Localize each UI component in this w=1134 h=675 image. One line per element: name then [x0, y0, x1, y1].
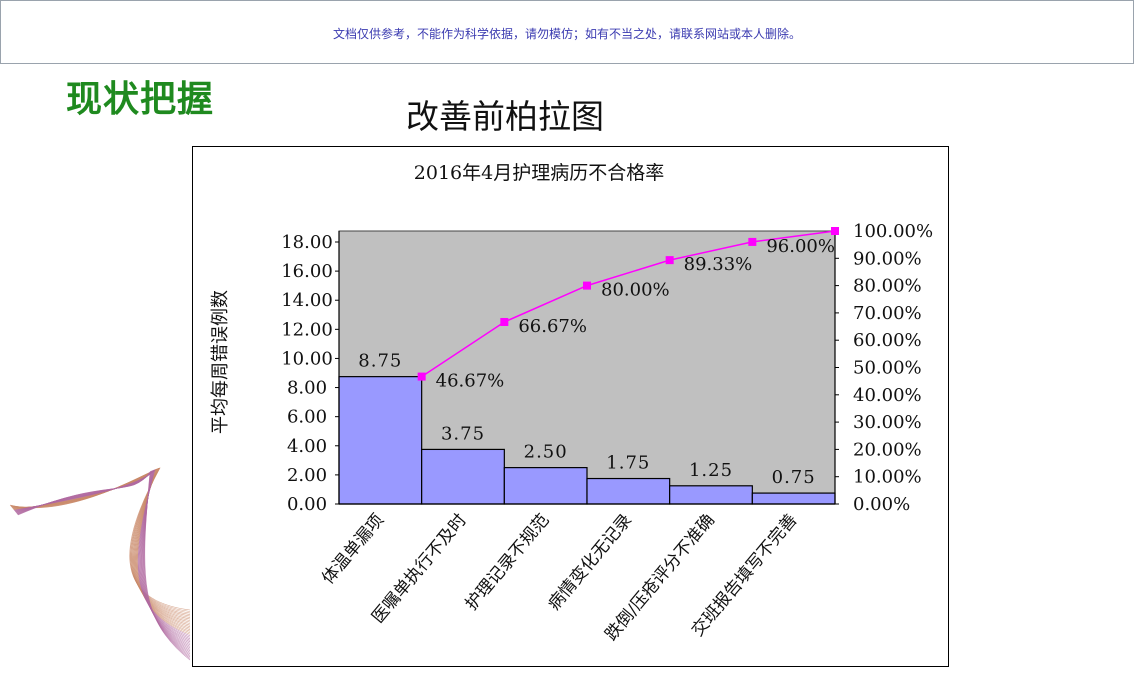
bar-value-label: 2.50 — [524, 442, 568, 463]
cumulative-point — [583, 281, 591, 290]
bar — [669, 485, 753, 505]
bar — [503, 467, 588, 505]
bar — [586, 477, 671, 505]
cumulative-label: 80.00% — [601, 280, 670, 301]
y2-tick-label: 70.00% — [853, 303, 922, 324]
cumulative-label: 66.67% — [518, 316, 587, 337]
bar-value-label: 1.25 — [689, 460, 733, 481]
bar-value-label: 0.75 — [772, 467, 816, 488]
y-tick-label: 16.00 — [281, 261, 333, 282]
cumulative-point — [500, 317, 509, 326]
disclaimer-text: 文档仅供参考，不能作为科学依据，请勿模仿；如有不当之处，请联系网站或本人删除。 — [332, 27, 801, 41]
y2-tick-label: 100.00% — [853, 221, 933, 242]
y-tick-label: 0.00 — [287, 494, 327, 515]
chart-svg: 2016年4月护理病历不合格率 平均每周错误例数 0.00 2.00 4.00 6.0… — [210, 162, 933, 645]
y-tick-label: 4.00 — [287, 436, 327, 457]
y-tick-label: 10.00 — [281, 348, 333, 369]
y-tick-label: 14.00 — [281, 290, 333, 311]
category-label: 体温单漏项 — [318, 510, 388, 588]
flourish-stroke — [10, 467, 191, 614]
bar — [751, 492, 836, 505]
cumulative-line — [421, 230, 836, 378]
pareto-chart: 2016年4月护理病历不合格率 平均每周错误例数 0.00 2.00 4.00 6.0… — [192, 146, 949, 667]
category-label: 护理记录不规范 — [462, 510, 554, 614]
decorative-flourish — [9, 467, 191, 661]
y2-tick-label: 90.00% — [853, 248, 922, 269]
cumulative-point — [665, 256, 674, 265]
cumulative-point — [748, 237, 757, 246]
section-title: 现状把握 — [66, 79, 215, 120]
y2-tick-label: 0.00% — [853, 494, 910, 515]
y2-tick-label: 60.00% — [853, 330, 922, 351]
bar-value-label: 8.75 — [358, 351, 402, 372]
y2-tick-label: 20.00% — [853, 439, 922, 460]
y-tick-label: 8.00 — [287, 378, 327, 399]
cumulative-label: 89.33% — [684, 254, 753, 275]
y-tick-label: 2.00 — [287, 465, 327, 486]
y2-tick-label: 50.00% — [853, 358, 922, 379]
bar-value-label: 3.75 — [441, 423, 485, 444]
flourish-stroke — [10, 467, 191, 612]
y2-tick-label: 40.00% — [853, 385, 922, 406]
flourish-stroke — [15, 469, 191, 647]
flourish-stroke — [9, 467, 191, 611]
bar-value-label: 1.75 — [606, 453, 650, 474]
flourish-stroke — [15, 469, 191, 643]
flourish-stroke — [13, 468, 191, 635]
cumulative-label: 96.00% — [766, 236, 835, 257]
cumulative-label: 46.67% — [436, 371, 505, 392]
category-label: 病情变化无记录 — [544, 510, 636, 614]
cumulative-point — [831, 227, 839, 235]
disclaimer-banner: 文档仅供参考，不能作为科学依据，请勿模仿；如有不当之处，请联系网站或本人删除。 — [0, 0, 1134, 64]
chart-title: 2016年4月护理病历不合格率 — [414, 162, 664, 184]
slide-title: 改善前柏拉图 — [406, 97, 604, 136]
bar — [421, 448, 505, 505]
cumulative-point — [417, 372, 426, 381]
y-tick-label: 6.00 — [287, 407, 327, 428]
flourish-stroke — [14, 469, 191, 637]
y2-tick-label: 80.00% — [853, 276, 922, 297]
y2-tick-label: 10.00% — [853, 467, 922, 488]
y-tick-label: 18.00 — [281, 232, 333, 253]
y2-tick-label: 30.00% — [853, 412, 922, 433]
y-axis-label: 平均每周错误例数 — [210, 290, 231, 434]
y-tick-label: 12.00 — [281, 319, 333, 340]
flourish-stroke — [17, 470, 191, 661]
bar — [338, 376, 423, 505]
